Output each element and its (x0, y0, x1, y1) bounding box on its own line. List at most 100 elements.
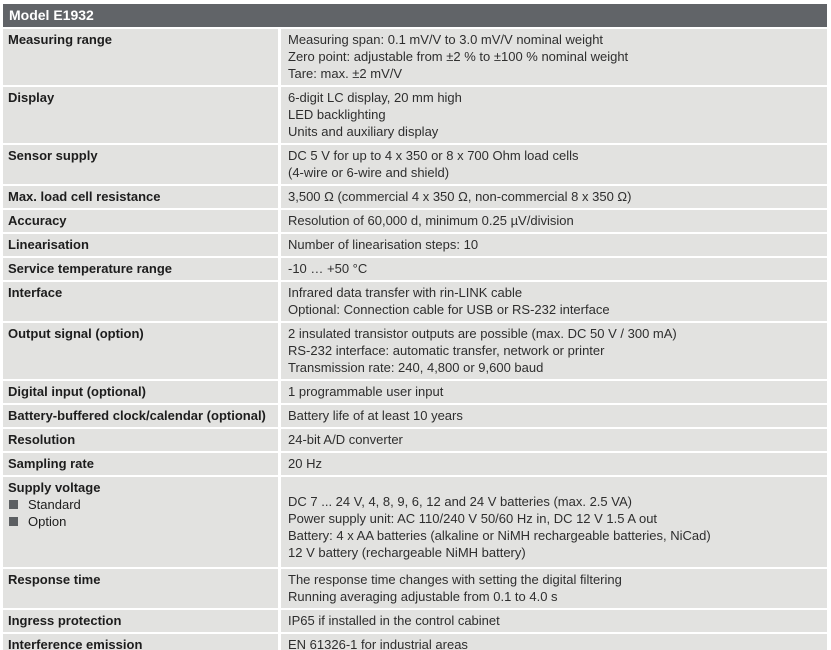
spec-row: Sampling rate 20 Hz (3, 453, 827, 475)
spec-label-text: Sampling rate (8, 456, 94, 471)
spec-value-line: Tare: max. ±2 mV/V (288, 66, 403, 81)
spec-value-cell: 3,500 Ω (commercial 4 x 350 Ω, non-comme… (281, 186, 827, 208)
spec-row: Accuracy Resolution of 60,000 d, minimum… (3, 210, 827, 232)
spec-value-cell: EN 61326-1 for industrial areas (281, 634, 827, 650)
spec-value-line: Transmission rate: 240, 4,800 or 9,600 b… (288, 360, 544, 375)
spec-label-cell: Output signal (option) (3, 323, 281, 379)
spec-value-line: 3,500 Ω (commercial 4 x 350 Ω, non-comme… (288, 189, 632, 204)
spec-label-text: Service temperature range (8, 261, 173, 276)
spec-value-line: Power supply unit: AC 110/240 V 50/60 Hz… (288, 511, 658, 526)
spec-value-line: 12 V battery (rechargeable NiMH battery) (288, 545, 526, 560)
spec-row: Battery-buffered clock/calendar (optiona… (3, 405, 827, 427)
spec-label-text: Sensor supply (8, 148, 98, 163)
spec-row: Output signal (option) 2 insulated trans… (3, 323, 827, 379)
spec-value-line: Number of linearisation steps: 10 (288, 237, 479, 252)
spec-value-cell: 1 programmable user input (281, 381, 827, 403)
spec-value-cell: DC 5 V for up to 4 x 350 or 8 x 700 Ohm … (281, 145, 827, 184)
spec-label-text: Supply voltage (8, 480, 101, 495)
spec-value-line: Battery life of at least 10 years (288, 408, 463, 423)
spec-label-cell: Sampling rate (3, 453, 281, 475)
spec-label-text: Ingress protection (8, 613, 122, 628)
spec-row: Linearisation Number of linearisation st… (3, 234, 827, 256)
spec-value-cell: Resolution of 60,000 d, minimum 0.25 µV/… (281, 210, 827, 232)
spec-sub-item: Option (8, 513, 272, 530)
spec-label-text: Measuring range (8, 32, 113, 47)
table-title-bar: Model E1932 (3, 4, 827, 27)
spec-row: Response time The response time changes … (3, 569, 827, 608)
spec-label-text: Response time (8, 572, 101, 587)
spec-label-cell: Response time (3, 569, 281, 608)
spec-label-cell: Max. load cell resistance (3, 186, 281, 208)
spec-label-cell: Ingress protection (3, 610, 281, 632)
spec-row: Service temperature range -10 … +50 °C (3, 258, 827, 280)
spec-row: Interference emission EN 61326-1 for ind… (3, 634, 827, 650)
spec-label-cell: Accuracy (3, 210, 281, 232)
spec-value-line: LED backlighting (288, 107, 386, 122)
spec-value-line: Units and auxiliary display (288, 124, 439, 139)
spec-value-cell: Number of linearisation steps: 10 (281, 234, 827, 256)
spec-label-cell: Interference emission (3, 634, 281, 650)
spec-label-text: Digital input (optional) (8, 384, 146, 399)
spec-label-text: Accuracy (8, 213, 67, 228)
spec-value-cell: DC 7 ... 24 V, 4, 8, 9, 6, 12 and 24 V b… (281, 477, 827, 567)
spec-value-cell: The response time changes with setting t… (281, 569, 827, 608)
spec-row: Display 6-digit LC display, 20 mm high LE… (3, 87, 827, 143)
spec-sub-item-label: Option (28, 514, 67, 529)
spec-value-cell: 24-bit A/D converter (281, 429, 827, 451)
square-bullet-icon (9, 517, 18, 526)
spec-label-text: Interference emission (8, 637, 143, 650)
spec-value-line: The response time changes with setting t… (288, 572, 622, 587)
spec-value-line: Measuring span: 0.1 mV/V to 3.0 mV/V nom… (288, 32, 604, 47)
spec-value-line: 2 insulated transistor outputs are possi… (288, 326, 677, 341)
square-bullet-icon (9, 500, 18, 509)
spec-value-line: 1 programmable user input (288, 384, 444, 399)
spec-value-line: (4-wire or 6-wire and shield) (288, 165, 450, 180)
spec-value-cell: 6-digit LC display, 20 mm high LED backli… (281, 87, 827, 143)
spec-value-line: -10 … +50 °C (288, 261, 368, 276)
spec-label-text: Linearisation (8, 237, 89, 252)
spec-label-cell: Linearisation (3, 234, 281, 256)
spec-label-text: Interface (8, 285, 63, 300)
spec-value-line: 20 Hz (288, 456, 322, 471)
spec-value-cell: IP65 if installed in the control cabinet (281, 610, 827, 632)
spec-row: Interface Infrared data transfer with ri… (3, 282, 827, 321)
spec-value-line: DC 5 V for up to 4 x 350 or 8 x 700 Ohm … (288, 148, 579, 163)
spec-row: Digital input (optional) 1 programmable … (3, 381, 827, 403)
spec-value-cell: -10 … +50 °C (281, 258, 827, 280)
spec-label-cell: Digital input (optional) (3, 381, 281, 403)
spec-label-text: Max. load cell resistance (8, 189, 161, 204)
spec-value-line: 24-bit A/D converter (288, 432, 403, 447)
spec-label-text: Display (8, 90, 55, 105)
spec-label-text: Output signal (option) (8, 326, 144, 341)
spec-label-cell: Display (3, 87, 281, 143)
spec-label-cell: Supply voltage Standard Option (3, 477, 281, 567)
spec-row: Ingress protection IP65 if installed in … (3, 610, 827, 632)
table-title: Model E1932 (9, 7, 94, 23)
spec-value-line: Zero point: adjustable from ±2 % to ±100… (288, 49, 629, 64)
spec-value-line: Resolution of 60,000 d, minimum 0.25 µV/… (288, 213, 574, 228)
spec-value-cell: 20 Hz (281, 453, 827, 475)
spec-value-line: RS-232 interface: automatic transfer, ne… (288, 343, 605, 358)
spec-sub-item: Standard (8, 496, 272, 513)
spec-value-line: IP65 if installed in the control cabinet (288, 613, 500, 628)
spec-row: Supply voltage Standard Option DC 7 ... 2… (3, 477, 827, 567)
spec-table: Measuring range Measuring span: 0.1 mV/V… (3, 29, 827, 650)
spec-value-cell: Infrared data transfer with rin-LINK cab… (281, 282, 827, 321)
spec-row: Sensor supply DC 5 V for up to 4 x 350 o… (3, 145, 827, 184)
spec-label-cell: Interface (3, 282, 281, 321)
spec-value-cell: Measuring span: 0.1 mV/V to 3.0 mV/V nom… (281, 29, 827, 85)
spec-row: Max. load cell resistance 3,500 Ω (comme… (3, 186, 827, 208)
spec-value-line: DC 7 ... 24 V, 4, 8, 9, 6, 12 and 24 V b… (288, 494, 632, 509)
spec-label-text: Battery-buffered clock/calendar (optiona… (8, 408, 266, 423)
spec-value-line: Infrared data transfer with rin-LINK cab… (288, 285, 523, 300)
spec-value-cell: 2 insulated transistor outputs are possi… (281, 323, 827, 379)
spec-label-cell: Service temperature range (3, 258, 281, 280)
spec-value-cell: Battery life of at least 10 years (281, 405, 827, 427)
spec-row: Measuring range Measuring span: 0.1 mV/V… (3, 29, 827, 85)
spec-label-cell: Battery-buffered clock/calendar (optiona… (3, 405, 281, 427)
spec-sub-item-label: Standard (28, 497, 81, 512)
spec-value-line: Battery: 4 x AA batteries (alkaline or N… (288, 528, 711, 543)
spec-label-cell: Sensor supply (3, 145, 281, 184)
spec-label-cell: Resolution (3, 429, 281, 451)
